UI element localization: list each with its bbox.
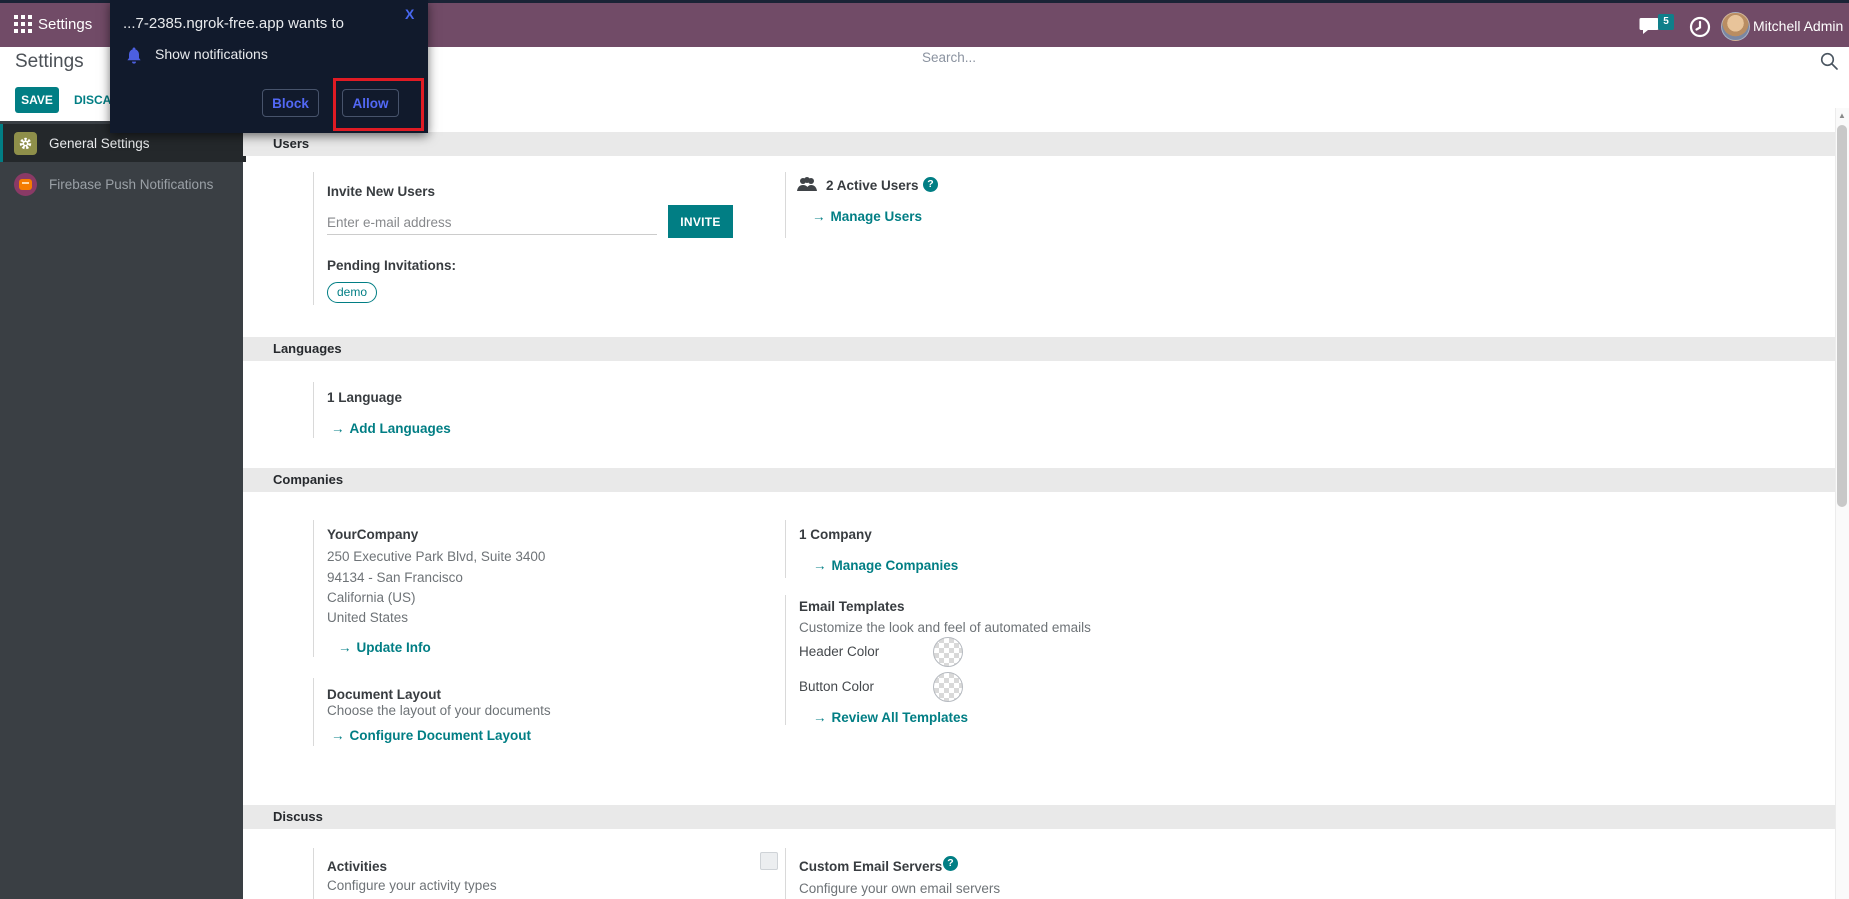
setting-box-border bbox=[313, 172, 314, 305]
review-all-templates-link[interactable]: → Review All Templates bbox=[813, 710, 969, 725]
firebase-push-icon bbox=[14, 172, 37, 196]
search-icon[interactable] bbox=[1820, 52, 1838, 70]
email-templates-label: Email Templates bbox=[799, 599, 905, 614]
help-icon[interactable]: ? bbox=[943, 856, 958, 871]
custom-email-servers-desc: Configure your own email servers bbox=[799, 881, 1001, 896]
block-button[interactable]: Block bbox=[262, 89, 319, 117]
email-templates-desc: Customize the look and feel of automated… bbox=[799, 620, 1091, 635]
invite-email-input[interactable] bbox=[327, 210, 657, 235]
setting-box-border bbox=[313, 382, 314, 438]
arrow-right-icon: → bbox=[331, 421, 345, 436]
document-layout-label: Document Layout bbox=[327, 687, 442, 702]
user-name[interactable]: Mitchell Admin bbox=[1753, 18, 1844, 34]
header-color-label: Header Color bbox=[799, 644, 880, 659]
company-count-label: 1 Company bbox=[799, 527, 872, 542]
section-header-companies: Companies bbox=[243, 468, 1835, 492]
scrollbar-up-arrow[interactable]: ▲ bbox=[1838, 111, 1846, 120]
company-name-label: YourCompany bbox=[327, 527, 419, 542]
arrow-right-icon: → bbox=[813, 710, 827, 725]
bell-icon bbox=[127, 47, 141, 64]
company-address-line: 94134 - San Francisco bbox=[327, 570, 463, 585]
user-avatar[interactable] bbox=[1721, 12, 1750, 41]
setting-box-border bbox=[785, 595, 786, 725]
custom-email-servers-label: Custom Email Servers bbox=[799, 859, 943, 874]
page-title: Settings bbox=[15, 51, 84, 72]
close-icon[interactable]: X bbox=[405, 6, 415, 22]
section-header-users: Users bbox=[243, 132, 1835, 156]
setting-box-border bbox=[785, 520, 786, 578]
invite-new-users-label: Invite New Users bbox=[327, 184, 436, 199]
setting-box-border bbox=[313, 848, 314, 899]
navbar-app-title[interactable]: Settings bbox=[38, 16, 93, 33]
users-group-icon bbox=[797, 177, 817, 191]
notification-permission-dialog: ...7-2385.ngrok-free.app wants to Show n… bbox=[110, 0, 428, 133]
pending-invitation-chip[interactable]: demo bbox=[327, 282, 378, 303]
messages-icon[interactable] bbox=[1639, 17, 1661, 36]
activities-label: Activities bbox=[327, 859, 388, 874]
invite-button[interactable]: INVITE bbox=[668, 205, 733, 238]
arrow-right-icon: → bbox=[331, 728, 345, 743]
messages-count-badge: 5 bbox=[1658, 14, 1674, 30]
manage-companies-link[interactable]: → Manage Companies bbox=[813, 558, 959, 573]
arrow-right-icon: → bbox=[338, 640, 352, 655]
allow-button[interactable]: Allow bbox=[342, 89, 399, 117]
button-color-swatch[interactable] bbox=[933, 672, 963, 702]
add-languages-link[interactable]: → Add Languages bbox=[331, 421, 451, 436]
dialog-permission-text: Show notifications bbox=[155, 46, 268, 62]
button-color-label: Button Color bbox=[799, 679, 875, 694]
search-input[interactable] bbox=[920, 44, 1804, 70]
configure-document-layout-link[interactable]: → Configure Document Layout bbox=[331, 728, 531, 743]
arrow-right-icon: → bbox=[812, 209, 826, 224]
gear-icon bbox=[14, 131, 37, 155]
apps-grid-icon[interactable] bbox=[14, 15, 32, 33]
pending-invitations-label: Pending Invitations: bbox=[327, 258, 457, 273]
section-header-languages: Languages bbox=[243, 337, 1835, 361]
sidebar-item-firebase-push-notifications[interactable]: Firebase Push Notifications bbox=[0, 165, 243, 203]
header-color-swatch[interactable] bbox=[933, 637, 963, 667]
window-top-edge bbox=[0, 0, 1849, 3]
document-layout-desc: Choose the layout of your documents bbox=[327, 703, 551, 718]
sidebar-item-label: Firebase Push Notifications bbox=[49, 176, 214, 192]
setting-box-border bbox=[313, 520, 314, 657]
custom-email-servers-checkbox[interactable] bbox=[760, 852, 778, 870]
settings-sidebar: General Settings Firebase Push Notificat… bbox=[0, 121, 246, 899]
setting-box-border bbox=[785, 848, 786, 899]
manage-users-link[interactable]: → Manage Users bbox=[812, 209, 923, 224]
setting-box-border bbox=[313, 678, 314, 746]
activities-desc: Configure your activity types bbox=[327, 878, 497, 893]
scrollbar-thumb[interactable] bbox=[1837, 125, 1847, 507]
setting-box-border bbox=[785, 172, 786, 238]
activity-clock-icon[interactable] bbox=[1689, 16, 1711, 38]
dialog-title: ...7-2385.ngrok-free.app wants to bbox=[123, 15, 344, 32]
save-button[interactable]: SAVE bbox=[15, 87, 59, 113]
section-header-discuss: Discuss bbox=[243, 805, 1835, 829]
help-icon[interactable]: ? bbox=[923, 177, 938, 192]
language-count-label: 1 Language bbox=[327, 390, 403, 405]
sidebar-item-label: General Settings bbox=[49, 135, 150, 151]
update-info-link[interactable]: → Update Info bbox=[338, 640, 431, 655]
arrow-right-icon: → bbox=[813, 558, 827, 573]
company-address-line: California (US) bbox=[327, 590, 416, 605]
company-address-line: United States bbox=[327, 610, 409, 625]
active-users-label: 2 Active Users bbox=[826, 178, 919, 193]
company-address-line: 250 Executive Park Blvd, Suite 3400 bbox=[327, 549, 546, 564]
